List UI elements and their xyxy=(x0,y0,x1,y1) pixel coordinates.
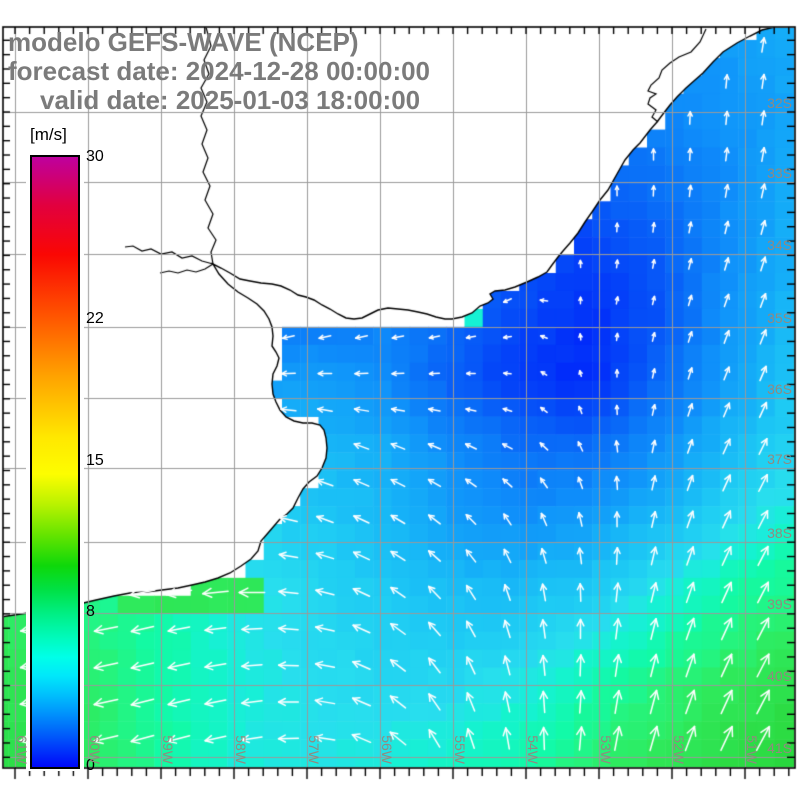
lon-label: 52W xyxy=(671,735,687,764)
lon-label: 51W xyxy=(744,735,760,764)
colorbar-gradient xyxy=(30,155,80,769)
lon-label: 54W xyxy=(525,735,541,764)
colorbar-unit-label: [m/s] xyxy=(30,125,67,144)
lon-label: 61W xyxy=(14,735,30,764)
colorbar-tick-label: 22 xyxy=(86,310,104,327)
lat-label: 37S xyxy=(767,451,792,467)
colorbar-tick-label: 30 xyxy=(86,148,104,165)
valid-date: valid date: 2025-01-03 18:00:00 xyxy=(40,85,421,115)
lat-label: 32S xyxy=(767,95,792,111)
lat-label: 35S xyxy=(767,310,792,326)
colorbar-tick-label: 8 xyxy=(86,603,95,620)
lon-label: 57W xyxy=(306,735,322,764)
lat-label: 41S xyxy=(767,740,792,756)
lon-label: 58W xyxy=(233,735,249,764)
forecast-date: forecast date: 2024-12-28 00:00:00 xyxy=(8,56,431,86)
lat-label: 36S xyxy=(767,381,792,397)
colorbar xyxy=(26,151,84,771)
lon-label: 55W xyxy=(452,735,468,764)
lat-label: 33S xyxy=(767,165,792,181)
lat-label: 34S xyxy=(767,237,792,253)
lon-label: 53W xyxy=(598,735,614,764)
lat-label: 38S xyxy=(767,525,792,541)
colorbar-tick-label: 0 xyxy=(86,757,95,774)
lat-label: 40S xyxy=(767,668,792,684)
lon-label: 56W xyxy=(379,735,395,764)
lat-label: 39S xyxy=(767,596,792,612)
colorbar-tick-label: 15 xyxy=(86,452,104,469)
lon-label: 60W xyxy=(87,735,103,764)
model-title: modelo GEFS-WAVE (NCEP) xyxy=(8,27,359,57)
lon-label: 59W xyxy=(160,735,176,764)
